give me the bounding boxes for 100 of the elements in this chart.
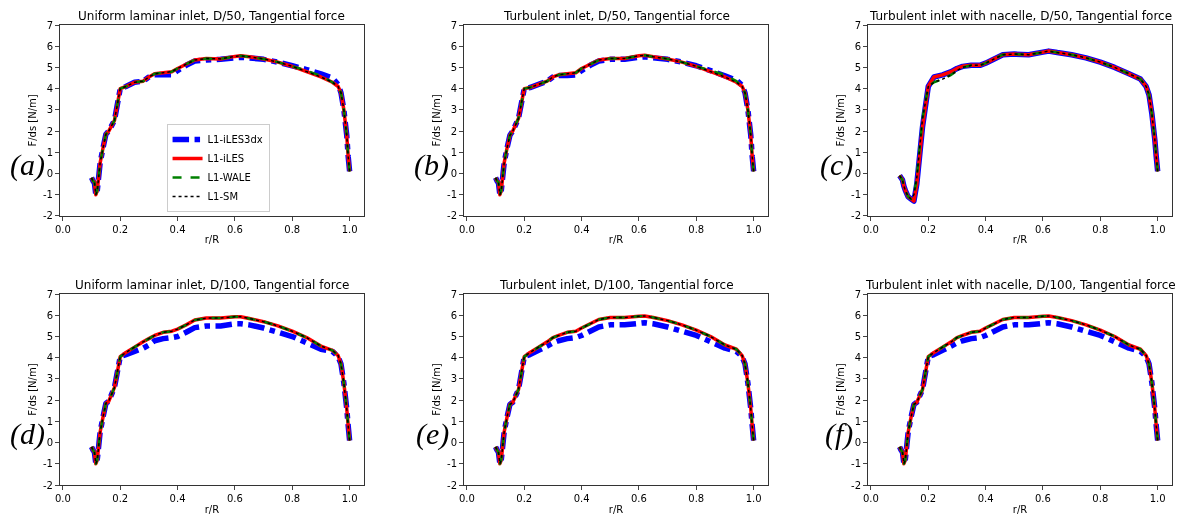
x-tick-label: 0.4 <box>977 223 994 235</box>
y-tick-label: 7 <box>46 288 53 300</box>
text: (e) <box>416 417 450 451</box>
y-tick-label: 6 <box>46 309 53 321</box>
y-tick-label: 7 <box>854 288 862 300</box>
y-tick-label: -2 <box>447 479 458 491</box>
x-tick-label: 0.0 <box>458 223 475 235</box>
x-axis-title: r/R <box>1012 234 1028 246</box>
y-tick-label: 5 <box>854 61 862 73</box>
x-tick-label: 0.2 <box>516 493 533 504</box>
chart-title: Turbulent inlet with nacelle, D/50, Tangential force <box>869 9 1173 23</box>
y-tick-label: -2 <box>43 479 53 491</box>
y-tick-label: 0 <box>46 167 53 179</box>
x-tick-label: 0.6 <box>1035 493 1051 504</box>
y-tick-label: 2 <box>450 125 458 137</box>
chart-title: Turbulent inlet, D/100, Tangential force <box>499 278 734 292</box>
y-tick-label: 4 <box>46 352 53 364</box>
x-tick-label: 0.0 <box>862 493 879 504</box>
legend-label: L1-SM <box>207 191 239 203</box>
x-tick-label: 0.6 <box>226 493 243 504</box>
y-tick-label: 2 <box>854 125 862 137</box>
y-tick-label: -2 <box>851 479 862 491</box>
legend-label: L1-iLES3dx <box>207 134 263 146</box>
y-tick-label: 1 <box>46 415 53 427</box>
y-tick-label: 3 <box>450 104 458 116</box>
y-tick-label: 2 <box>46 125 53 137</box>
y-tick-label: 3 <box>46 373 53 385</box>
y-tick-label: 6 <box>46 40 53 52</box>
text: (c) <box>820 148 854 182</box>
y-tick-label: -2 <box>447 210 458 222</box>
x-tick-label: 0.8 <box>1092 493 1109 504</box>
y-tick-label: 3 <box>450 373 458 385</box>
y-tick-label: 0 <box>854 437 862 449</box>
x-tick-label: 0.4 <box>573 223 590 235</box>
x-tick-label: 0.4 <box>573 493 590 504</box>
y-tick-label: 0 <box>450 437 458 449</box>
x-tick-label: 1.0 <box>745 223 762 235</box>
y-tick-label: 0 <box>854 167 862 179</box>
x-tick-label: 1.0 <box>341 223 358 235</box>
x-tick-label: 1.0 <box>1149 493 1166 504</box>
x-tick-label: 0.6 <box>1035 223 1051 235</box>
y-tick-label: -2 <box>43 210 53 222</box>
y-tick-label: -1 <box>43 458 53 470</box>
x-tick-label: 0.0 <box>54 223 71 235</box>
y-tick-label: 1 <box>46 146 53 158</box>
y-tick-label: 3 <box>854 104 862 116</box>
x-tick-label: 0.2 <box>112 223 129 235</box>
x-axis-title: r/R <box>608 503 624 515</box>
x-tick-label: 0.4 <box>977 493 994 504</box>
x-tick-label: 0.2 <box>920 493 937 504</box>
x-tick-label: 1.0 <box>745 493 762 504</box>
x-tick-label: 0.8 <box>284 223 301 235</box>
y-tick-label: -1 <box>447 458 458 470</box>
x-tick-label: 0.8 <box>1092 223 1109 235</box>
x-tick-label: 0.2 <box>516 223 533 235</box>
y-tick-label: 4 <box>450 83 458 95</box>
y-tick-label: 0 <box>450 167 458 179</box>
y-tick-label: 6 <box>854 40 862 52</box>
x-tick-label: 0.2 <box>920 223 937 235</box>
y-tick-label: 1 <box>450 415 458 427</box>
y-tick-label: -1 <box>43 189 53 201</box>
y-tick-label: 7 <box>450 19 458 31</box>
y-tick-label: 5 <box>854 331 862 343</box>
chart-title: Uniform laminar inlet, D/50, Tangential force <box>78 9 345 23</box>
y-axis-title: F/ds [N/m] <box>835 363 847 416</box>
y-tick-label: 7 <box>46 19 53 31</box>
chart-title: Turbulent inlet, D/50, Tangential force <box>503 9 730 23</box>
y-axis-title: F/ds [N/m] <box>27 363 39 416</box>
y-tick-label: -2 <box>851 210 862 222</box>
y-tick-label: 6 <box>854 309 862 321</box>
x-tick-label: 0.6 <box>630 493 647 504</box>
x-tick-label: 0.4 <box>169 223 186 235</box>
x-tick-label: 0.4 <box>169 493 186 504</box>
legend-label: L1-WALE <box>207 172 251 184</box>
y-tick-label: 2 <box>854 394 862 406</box>
x-tick-label: 0.2 <box>112 493 129 504</box>
x-tick-label: 0.6 <box>226 223 243 235</box>
x-tick-label: 0.8 <box>688 493 705 504</box>
text: (d) <box>10 417 45 451</box>
x-axis-title: r/R <box>204 234 220 246</box>
y-tick-label: 2 <box>450 394 458 406</box>
y-tick-label: 3 <box>46 104 53 116</box>
y-axis-title: F/ds [N/m] <box>835 94 847 147</box>
y-axis-title: F/ds [N/m] <box>431 363 443 416</box>
y-tick-label: 1 <box>450 146 458 158</box>
chart-title: Turbulent inlet with nacelle, D/100, Tangential force <box>865 278 1176 292</box>
y-tick-label: 4 <box>46 83 53 95</box>
x-tick-label: 1.0 <box>1149 223 1166 235</box>
text: (b) <box>414 148 449 182</box>
x-axis-title: r/R <box>1012 503 1028 515</box>
y-tick-label: 5 <box>46 61 53 73</box>
y-tick-label: 7 <box>450 288 458 300</box>
y-tick-label: 7 <box>854 19 862 31</box>
x-tick-label: 0.8 <box>688 223 705 235</box>
x-tick-label: 0.0 <box>458 493 475 504</box>
y-tick-label: 6 <box>450 40 458 52</box>
legend-label: L1-iLES <box>207 153 245 165</box>
text: (a) <box>10 148 45 182</box>
text: (f) <box>825 417 854 451</box>
y-tick-label: 1 <box>854 415 862 427</box>
